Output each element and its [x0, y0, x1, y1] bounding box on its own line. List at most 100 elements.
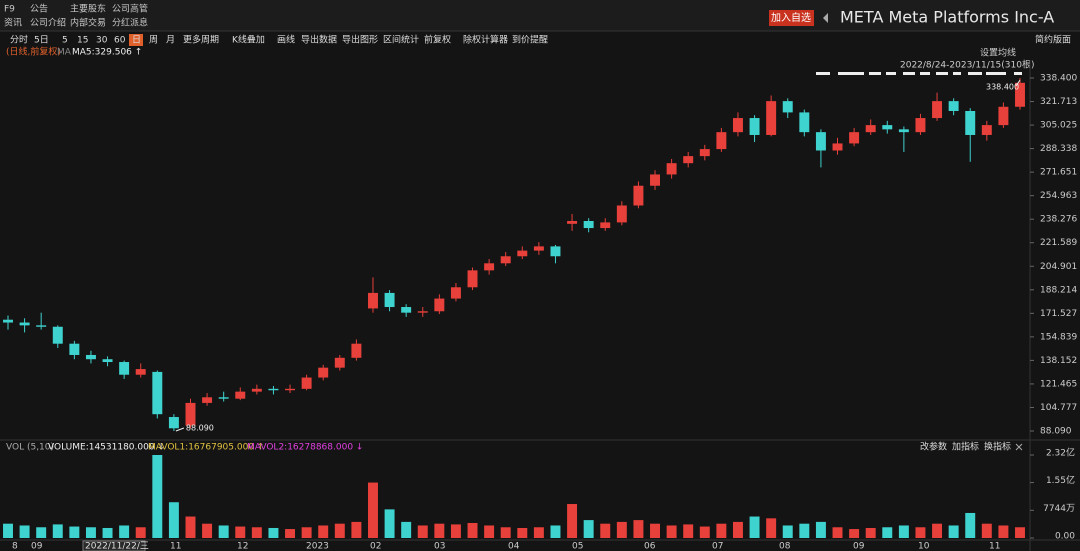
menu-item[interactable]: 主要股东: [70, 3, 106, 15]
toolbar-item[interactable]: 更多周期: [183, 34, 219, 46]
volume-bar: [384, 509, 395, 538]
candle-body: [981, 125, 992, 135]
y-tick-label: 121.465: [1040, 379, 1077, 389]
volume-bar: [650, 523, 660, 538]
y-tick-label: 288.338: [1040, 144, 1077, 154]
y-tick-label: 221.589: [1040, 238, 1077, 248]
volume-bar: [401, 521, 412, 538]
candle-body: [898, 129, 909, 133]
candle-body: [533, 246, 544, 251]
low-label: 88.090: [186, 424, 214, 433]
candle-body: [865, 125, 876, 133]
x-tick-label: 10: [918, 542, 930, 551]
toolbar-item[interactable]: 除权计算器: [463, 34, 508, 46]
volume-bar: [318, 525, 329, 538]
x-tick-label: 8: [12, 542, 18, 551]
volume-bar: [699, 526, 710, 538]
mavol2-value: MAVOL2:16278868.000 ↓: [247, 443, 363, 453]
toolbar-item[interactable]: 到价提醒: [512, 34, 548, 46]
toolbar-item[interactable]: 15: [77, 36, 88, 46]
menu-item[interactable]: 资讯: [4, 18, 22, 29]
y-tick-label: 104.777: [1040, 403, 1077, 413]
candle-body: [749, 118, 760, 135]
toolbar-item[interactable]: 分时: [10, 34, 28, 46]
candle-body: [517, 250, 528, 257]
menu-item[interactable]: 公告: [30, 3, 48, 15]
top-bar: [0, 0, 1080, 31]
volume-bar: [799, 523, 810, 538]
x-tick-label: 04: [508, 542, 520, 551]
candle-body: [285, 388, 296, 391]
volume-bar: [500, 527, 511, 538]
candle-body: [301, 377, 312, 389]
volume-bar: [981, 523, 992, 538]
volume-bar: [434, 523, 445, 538]
candle-body: [450, 287, 461, 299]
volume-bar: [550, 525, 561, 538]
indicator-button[interactable]: 加指标: [952, 441, 979, 453]
menu-item[interactable]: 内部交易: [70, 17, 106, 29]
candle-body: [19, 322, 30, 326]
candle-body: [235, 391, 246, 399]
y-tick-label: 88.090: [1040, 427, 1072, 437]
back-arrow[interactable]: [823, 13, 828, 23]
vol-label: VOL (5,10): [6, 443, 54, 453]
toolbar-item[interactable]: 5: [62, 36, 68, 46]
period-label: (日线,前复权): [6, 46, 61, 58]
toolbar-item[interactable]: 画线: [277, 34, 295, 46]
candle-body: [52, 326, 63, 344]
toolbar-item[interactable]: 30: [96, 36, 108, 46]
x-tick-label: 12: [237, 542, 248, 551]
candle-body: [799, 112, 810, 133]
close-icon[interactable]: [1015, 443, 1023, 451]
toolbar-item[interactable]: 区间统计: [383, 34, 419, 46]
layout-toggle[interactable]: 简约版面: [1035, 34, 1071, 46]
add-watch-label[interactable]: 加入自选: [771, 11, 811, 24]
candle-body: [998, 106, 1009, 126]
y-tick-label: 154.839: [1040, 332, 1077, 342]
volume-bar: [3, 523, 13, 538]
menu-item[interactable]: 公司介绍: [30, 17, 66, 29]
candle-body: [368, 292, 378, 309]
x-tick-label: 03: [434, 542, 445, 551]
candle-body: [85, 354, 96, 360]
volume-bar: [898, 525, 909, 538]
volume-bar: [69, 526, 80, 538]
volume-bar: [484, 525, 495, 538]
x-tick-label: 11: [989, 542, 1000, 551]
toolbar-item[interactable]: 导出图形: [342, 34, 378, 46]
toolbar-item[interactable]: 导出数据: [301, 34, 337, 46]
toolbar-item[interactable]: 周: [149, 35, 158, 46]
volume-bar: [135, 527, 146, 538]
menu-item[interactable]: 公司高管: [112, 3, 148, 15]
volume-bar: [915, 527, 926, 538]
y-tick-label: 338.400: [1040, 74, 1077, 84]
indicator-button[interactable]: 改参数: [920, 441, 947, 453]
toolbar-item[interactable]: 60: [114, 36, 126, 46]
y-tick-label: 0.00: [1055, 532, 1075, 542]
toolbar-item[interactable]: 月: [166, 35, 175, 46]
volume-bar: [467, 522, 478, 538]
menu-item[interactable]: F9: [4, 5, 15, 15]
toolbar-item[interactable]: 日: [132, 35, 141, 46]
menu-item[interactable]: 分红派息: [112, 17, 148, 29]
x-tick-label: 09: [853, 542, 865, 551]
volume-bar: [202, 523, 213, 538]
toolbar-item[interactable]: 前复权: [424, 34, 451, 46]
volume-bar: [965, 512, 976, 538]
high-pointer: [1015, 79, 1021, 87]
toolbar-item[interactable]: 5日: [34, 35, 49, 46]
candle-body: [152, 371, 163, 415]
add-watch-button[interactable]: [769, 10, 814, 26]
candle-body: [401, 307, 412, 313]
ma-settings[interactable]: 设置均线: [980, 47, 1016, 59]
x-tick-label: 06: [644, 542, 656, 551]
candle-body: [69, 343, 80, 355]
volume-bar: [782, 525, 793, 538]
toolbar-item[interactable]: K线叠加: [232, 34, 265, 46]
indicator-button[interactable]: 换指标: [984, 441, 1011, 453]
volume-bar: [351, 521, 362, 538]
volume-bar: [119, 525, 130, 538]
candle-body: [102, 359, 113, 363]
